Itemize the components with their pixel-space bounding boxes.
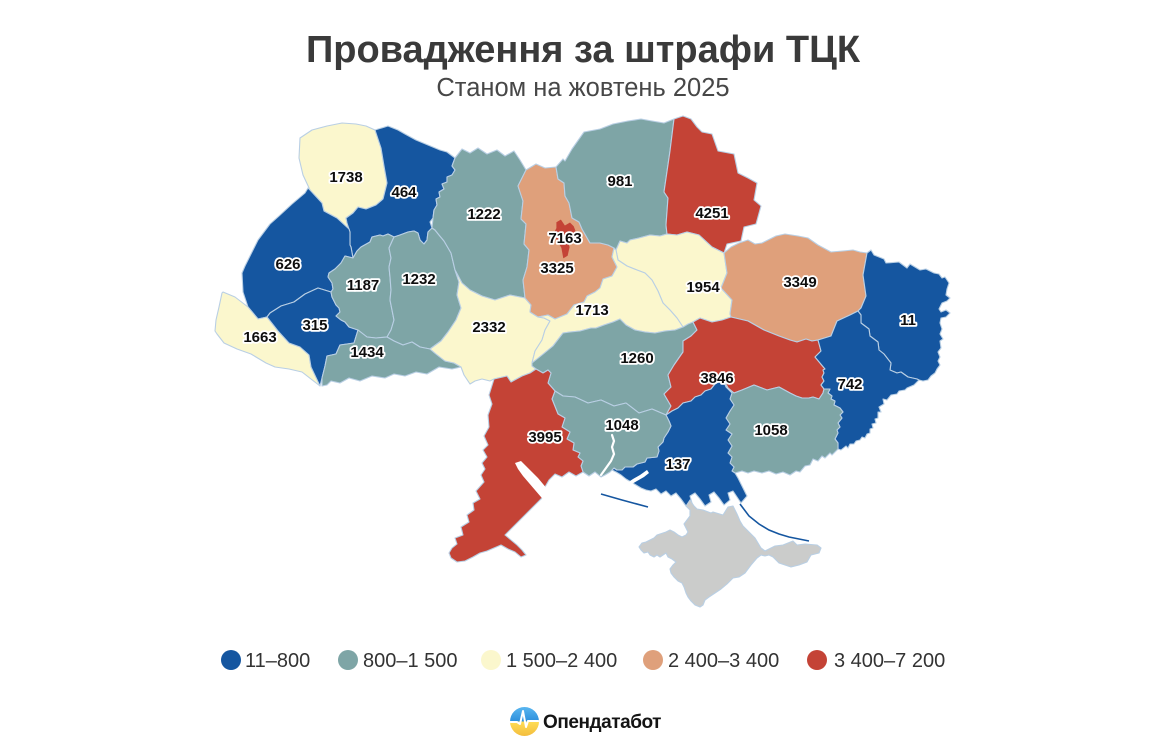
svg-text:1187: 1187 — [347, 277, 380, 294]
svg-text:Провадження за штрафи ТЦК: Провадження за штрафи ТЦК — [306, 29, 861, 71]
svg-text:981: 981 — [607, 173, 632, 190]
svg-text:3995: 3995 — [528, 429, 561, 446]
svg-text:3325: 3325 — [540, 260, 573, 277]
svg-text:1222: 1222 — [467, 206, 500, 223]
svg-text:1 500–2 400: 1 500–2 400 — [506, 650, 617, 672]
svg-text:Станом на жовтень 2025: Станом на жовтень 2025 — [436, 74, 729, 102]
svg-text:626: 626 — [275, 256, 300, 273]
svg-text:800–1 500: 800–1 500 — [363, 650, 458, 672]
svg-text:3 400–7 200: 3 400–7 200 — [834, 650, 945, 672]
svg-text:1434: 1434 — [350, 344, 384, 361]
svg-text:11: 11 — [900, 312, 916, 329]
svg-text:2332: 2332 — [472, 319, 505, 336]
svg-text:464: 464 — [391, 184, 417, 201]
svg-text:11–800: 11–800 — [245, 650, 310, 672]
svg-text:742: 742 — [837, 376, 862, 393]
svg-text:4251: 4251 — [695, 205, 728, 222]
svg-text:1954: 1954 — [686, 279, 720, 296]
svg-text:315: 315 — [302, 317, 327, 334]
svg-text:1713: 1713 — [575, 302, 608, 319]
svg-text:3846: 3846 — [700, 370, 733, 387]
svg-text:7163: 7163 — [548, 230, 581, 247]
svg-text:1232: 1232 — [402, 271, 435, 288]
svg-text:3349: 3349 — [783, 274, 816, 291]
svg-text:1058: 1058 — [754, 422, 787, 439]
svg-text:1260: 1260 — [620, 350, 653, 367]
svg-text:137: 137 — [665, 456, 690, 473]
svg-text:1738: 1738 — [329, 169, 362, 186]
svg-text:Опендатабот: Опендатабот — [543, 712, 661, 733]
svg-text:2 400–3 400: 2 400–3 400 — [668, 650, 779, 672]
svg-text:1663: 1663 — [243, 329, 276, 346]
svg-text:1048: 1048 — [605, 417, 638, 434]
